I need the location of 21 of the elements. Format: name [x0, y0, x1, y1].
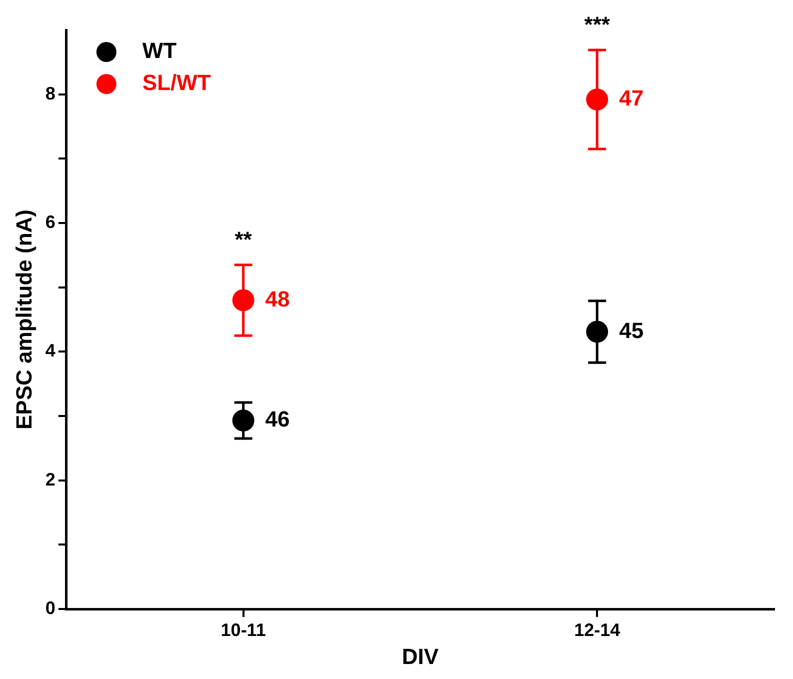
legend-label: WT — [142, 38, 178, 64]
legend-label: SL/WT — [142, 70, 212, 96]
annotation: ** — [234, 226, 252, 252]
y-tick-label: 2 — [45, 469, 56, 490]
point — [232, 410, 254, 432]
x-tick-label: 10-11 — [220, 620, 266, 640]
annotation: 46 — [265, 406, 290, 432]
x-tick-label: 12-14 — [574, 620, 620, 640]
annotation: 47 — [619, 86, 644, 111]
y-tick-label: 6 — [45, 212, 56, 232]
x-axis-title: DIV — [402, 644, 439, 669]
annotation: *** — [584, 12, 610, 38]
y-tick-label: 8 — [45, 83, 56, 104]
point — [232, 289, 254, 312]
y-axis-title: EPSC amplitude (nA) — [11, 209, 36, 430]
point — [586, 320, 608, 343]
point — [586, 88, 608, 110]
annotation: 45 — [619, 318, 644, 343]
annotation: 48 — [265, 286, 290, 312]
y-tick-label: 4 — [45, 340, 56, 361]
y-tick-label: 0 — [45, 598, 56, 618]
